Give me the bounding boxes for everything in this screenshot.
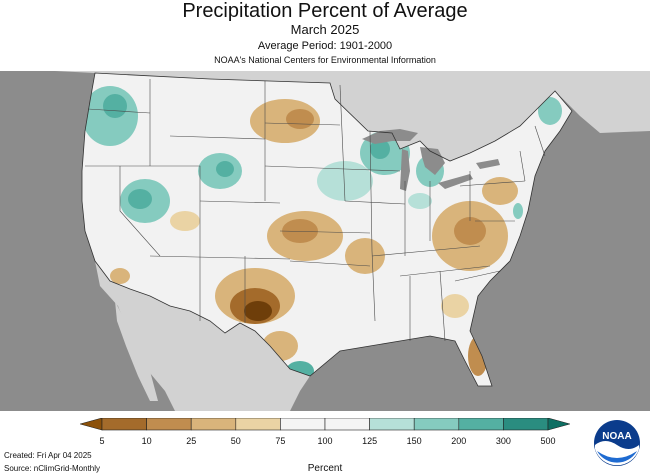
border-ia-mo (344, 200, 406, 205)
border-nd-sd (264, 122, 341, 126)
dry-area-georgia (441, 294, 469, 318)
dry-area-mid-atlantic (482, 177, 518, 205)
legend-units: Percent (307, 463, 343, 474)
border-great-basin (150, 165, 201, 251)
wet-area-wyoming-core (216, 161, 234, 177)
legend-labels: 5 10 25 50 75 100 125 150 200 300 500 (99, 436, 555, 446)
border-mt-wy (169, 135, 266, 140)
legend-tick-label: 150 (407, 436, 422, 446)
wet-area-pacific-northwest-core (103, 94, 127, 118)
legend-swatch (101, 418, 147, 431)
noaa-logo-text: NOAA (602, 431, 631, 442)
border-al-ga (439, 270, 446, 342)
agency-line: NOAA's National Centers for Environmenta… (214, 55, 436, 65)
legend-swatch (458, 418, 504, 431)
border-new-england (519, 150, 526, 182)
legend-swatch (503, 418, 549, 431)
map-title: Precipitation Percent of Average (182, 0, 468, 22)
mexico-land (95, 261, 310, 411)
legend-tick-label: 300 (496, 436, 511, 446)
legend-swatch (413, 418, 460, 431)
legend-swatch (280, 418, 326, 431)
data-source: Source: nClimGrid-Monthly (4, 464, 101, 473)
border-ok-tx (289, 260, 371, 267)
lake-huron (420, 147, 445, 175)
border-wy-co (199, 200, 281, 204)
lake-ontario (476, 159, 500, 169)
legend-swatch (190, 418, 237, 431)
border-carolinas (454, 270, 501, 282)
legend-tick-label: 25 (186, 436, 196, 446)
canada-land (55, 71, 650, 161)
lake-superior (362, 129, 418, 144)
legend-tick-label: 500 (540, 436, 555, 446)
border-maine (534, 125, 546, 157)
dry-area-southern-california (110, 268, 130, 284)
legend-tick-label: 75 (275, 436, 285, 446)
wet-area-new-england (538, 97, 562, 125)
legend-swatch (369, 418, 415, 431)
baja-peninsula (115, 301, 158, 401)
legend-tick-label: 10 (142, 436, 152, 446)
lake-michigan (400, 149, 410, 191)
legend-tick-label: 125 (362, 436, 377, 446)
border-wa-or (87, 108, 151, 114)
wet-area-ohio (408, 193, 432, 209)
border-tn-south (399, 265, 491, 277)
legend-tick-label: 200 (451, 436, 466, 446)
dry-area-texas-west-core (244, 301, 272, 321)
legend-swatches (80, 418, 570, 431)
average-period: Average Period: 1901-2000 (257, 40, 393, 52)
dry-area-kansas-core (282, 219, 318, 243)
map-subtitle: March 2025 (290, 22, 360, 37)
border-oh-valley (371, 245, 481, 257)
lake-erie (438, 174, 473, 189)
border-ks-ok (279, 230, 371, 234)
color-legend: 5 10 25 50 75 100 125 150 200 300 500 (80, 418, 570, 446)
wet-area-minnesota (317, 161, 373, 201)
wet-area-new-jersey (513, 203, 523, 219)
legend-tick-label: 50 (231, 436, 241, 446)
dry-area-appalachia-core (454, 217, 486, 245)
border-mississippi (369, 130, 376, 322)
noaa-logo-icon: NOAA (594, 420, 640, 466)
anomaly-layer (82, 86, 562, 381)
border-mn-ia (344, 168, 401, 172)
wet-area-nevada-core (128, 189, 152, 209)
legend-swatch (146, 418, 192, 431)
border-four-corners-row (149, 255, 291, 260)
dry-area-montana-core (286, 109, 314, 129)
state-borders (85, 79, 546, 342)
legend-swatch (324, 418, 370, 431)
legend-tick-label: 5 (99, 436, 104, 446)
dry-area-utah (170, 211, 200, 231)
legend-arrow-left (80, 418, 103, 431)
us-outline (81, 72, 573, 387)
border-sd-ne (264, 165, 346, 170)
dry-area-ozarks (345, 238, 385, 274)
legend-swatch (235, 418, 281, 431)
border-pa-ny (459, 180, 526, 187)
border-nevada (119, 166, 161, 257)
precipitation-map (0, 71, 650, 411)
legend-arrow-right (547, 418, 570, 431)
legend-tick-label: 100 (317, 436, 332, 446)
created-date: Created: Fri Apr 04 2025 (4, 451, 92, 460)
